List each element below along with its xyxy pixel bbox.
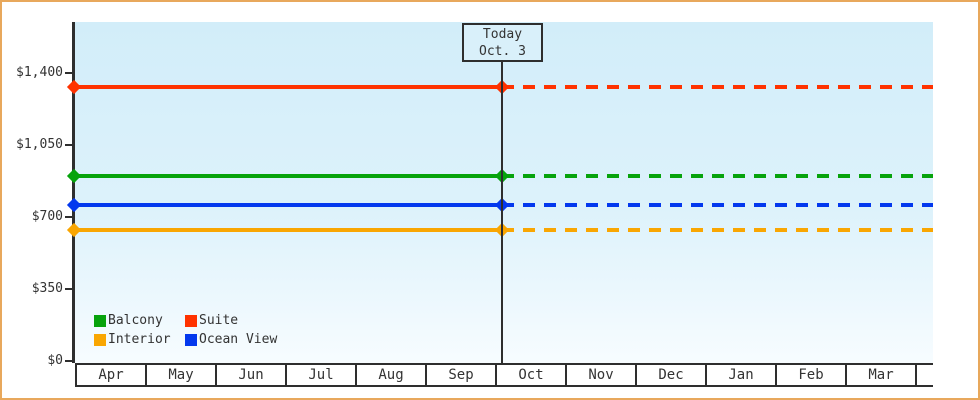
- month-cell-may: May: [145, 365, 215, 385]
- series-line-solid-ocean-view: [75, 203, 502, 208]
- month-cell-nov: Nov: [565, 365, 635, 385]
- month-cell-aug: Aug: [355, 365, 425, 385]
- series-line-solid-balcony: [75, 173, 502, 178]
- y-tick-mark: [65, 360, 73, 362]
- month-cell-feb: Feb: [775, 365, 845, 385]
- today-vertical-line: [501, 62, 503, 363]
- x-axis-month-band: Apr May Jun Jul Aug Sep Oct Nov Dec Jan Feb Mar: [75, 363, 933, 387]
- y-tick-mark: [65, 72, 73, 74]
- legend-swatch-icon: [94, 314, 106, 327]
- y-tick-label: $1,050: [16, 137, 63, 152]
- legend-swatch-icon: [185, 333, 197, 346]
- y-tick-label: $700: [31, 209, 63, 224]
- month-cell-jul: Jul: [285, 365, 355, 385]
- legend-swatch-icon: [94, 333, 106, 346]
- y-tick-mark: [65, 288, 73, 290]
- legend-swatch-icon: [185, 314, 197, 327]
- legend-item-interior: Interior: [94, 332, 185, 347]
- y-tick-mark: [65, 144, 73, 146]
- month-cell-dec: Dec: [635, 365, 705, 385]
- series-line-solid-interior: [75, 227, 502, 232]
- month-cell-sep: Sep: [425, 365, 495, 385]
- month-cell-oct: Oct: [495, 365, 565, 385]
- series-line-dashed-balcony: [502, 173, 933, 178]
- month-cell-empty: [915, 365, 933, 385]
- legend-label: Ocean View: [199, 332, 278, 347]
- y-tick-label: $0: [47, 353, 63, 368]
- y-tick-label: $350: [31, 281, 63, 296]
- today-date-label: Oct. 3: [479, 44, 526, 59]
- month-cell-apr: Apr: [75, 365, 145, 385]
- month-cell-jan: Jan: [705, 365, 775, 385]
- y-tick-mark: [65, 216, 73, 218]
- legend-item-suite: Suite: [185, 313, 335, 328]
- legend: Balcony Suite Interior Ocean View: [94, 311, 335, 349]
- series-line-solid-suite: [75, 85, 502, 90]
- today-label: Today: [482, 27, 523, 42]
- legend-label: Balcony: [108, 313, 163, 328]
- month-cell-mar: Mar: [845, 365, 915, 385]
- series-line-dashed-interior: [502, 227, 933, 232]
- month-cell-jun: Jun: [215, 365, 285, 385]
- legend-label: Suite: [199, 313, 239, 328]
- series-line-dashed-suite: [502, 85, 933, 90]
- legend-label: Interior: [108, 332, 171, 347]
- legend-item-ocean-view: Ocean View: [185, 332, 335, 347]
- today-annotation-box: Today Oct. 3: [462, 23, 543, 62]
- y-tick-label: $1,400: [16, 65, 63, 80]
- series-line-dashed-ocean-view: [502, 203, 933, 208]
- y-axis-line: [72, 22, 75, 363]
- legend-item-balcony: Balcony: [94, 313, 185, 328]
- plot-area: [75, 22, 933, 363]
